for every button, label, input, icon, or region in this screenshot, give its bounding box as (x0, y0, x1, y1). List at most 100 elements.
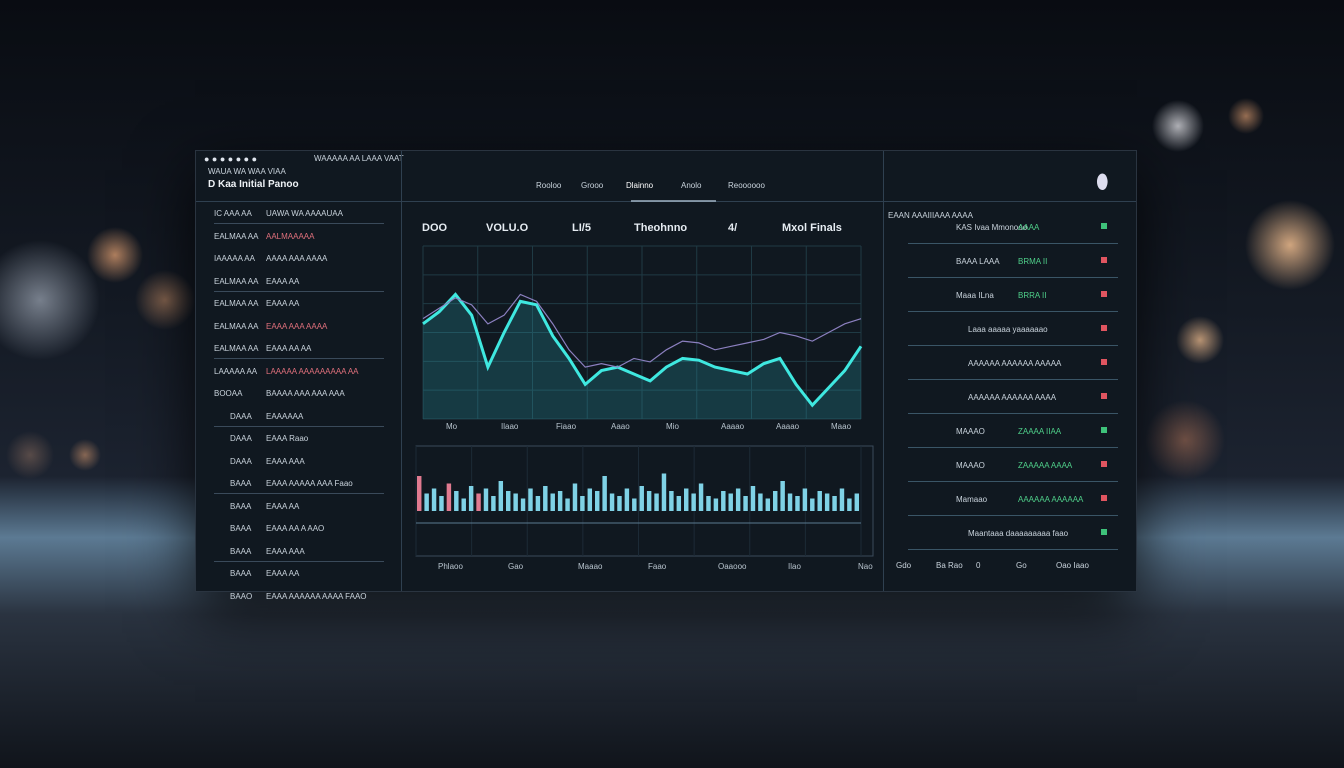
row-label: LAAAAA AA (214, 366, 258, 376)
bar (684, 488, 689, 511)
row-value: EAAA AA AA (266, 344, 312, 353)
bar (661, 473, 667, 511)
trend-icon: down (1101, 325, 1107, 331)
row-value: BAAAA AAA AAA AAA (266, 389, 345, 398)
x-tick-label: Mio (666, 422, 679, 431)
bar (632, 498, 637, 511)
trend-icon: up (1101, 427, 1107, 433)
row-label: BAAA (230, 546, 252, 556)
row-value: ZAAAA IIAA (1018, 427, 1062, 436)
bar (676, 496, 682, 511)
bar (817, 491, 822, 511)
trend-icon: down (1101, 257, 1107, 263)
row-divider (214, 493, 384, 494)
bar (602, 476, 607, 511)
row-label: BAAA (230, 524, 252, 533)
row-divider (908, 311, 1118, 312)
bar (691, 493, 696, 511)
x-tick-label: Aaao (611, 422, 630, 431)
row-value: EAAA AA A AAO (266, 524, 325, 533)
line-series (422, 292, 863, 408)
row-value: AALMAAAAA (266, 231, 315, 241)
bar (468, 486, 474, 511)
row-label: EALMAA AA (214, 299, 259, 308)
row-value: EAAA AAA (266, 456, 305, 466)
line-series (422, 293, 862, 368)
row-value: EAAA AA (266, 501, 300, 511)
bar (646, 491, 652, 511)
row-divider (908, 243, 1118, 244)
row-value: BRRA II (1018, 291, 1047, 300)
bar (617, 496, 622, 511)
row-value: EAAA AA (266, 569, 300, 578)
footer-item: Go (1016, 561, 1027, 570)
bar (476, 493, 481, 511)
x-tick-label: Mo (446, 422, 458, 431)
bar (454, 491, 459, 511)
nav-item[interactable]: Grooo (581, 181, 604, 190)
x-tick-label: Fiaao (556, 422, 577, 431)
x-tick-label: Nao (858, 562, 873, 571)
nav-item[interactable]: Rooloo (536, 181, 562, 190)
footer-item: 0 (976, 561, 981, 570)
footer-item: Ba Rao (936, 561, 963, 570)
row-label: IAAAAA AA (214, 254, 255, 263)
trend-icon: up (1101, 529, 1107, 535)
row-value: ZAAAAA AAAA (1018, 461, 1073, 470)
row-value: BRMA II (1018, 257, 1048, 266)
nav-item[interactable]: Dlainno (626, 181, 654, 190)
bar (417, 476, 422, 511)
bar (461, 498, 466, 511)
bar (520, 498, 526, 511)
bar (839, 488, 845, 511)
x-tick-label: Ilaao (501, 422, 519, 431)
x-tick-label: Faao (648, 562, 667, 571)
bar (609, 493, 615, 511)
row-divider (908, 549, 1118, 550)
row-value: EAAA AAA AAAA (266, 321, 328, 331)
bar (802, 488, 808, 511)
row-value: EAAA AAA (266, 546, 305, 556)
bar (513, 493, 518, 511)
x-tick-label: Oaaooo (718, 562, 747, 571)
row-value: AAAAAA AAAAAA (1018, 495, 1084, 504)
row-label: DAAA (230, 456, 252, 466)
row-label: DAAA (230, 411, 252, 421)
row-divider (908, 481, 1118, 482)
row-divider (214, 290, 384, 292)
chart-header-label: LI/5 (572, 222, 591, 234)
nav-item[interactable]: Anolo (681, 181, 702, 190)
bar (550, 493, 555, 511)
row-value: AAAA AAA AAAA (266, 254, 328, 263)
row-divider (908, 413, 1118, 414)
bar (713, 498, 719, 511)
chart-header-label: 4/ (728, 222, 737, 234)
bar (528, 488, 533, 511)
x-tick-label: Phlaoo (438, 562, 463, 571)
bar (491, 496, 496, 511)
right-title: EAAN AAAIIIAAA AAAA (888, 211, 973, 220)
bar (765, 498, 771, 511)
bar (483, 488, 489, 511)
row-value: EAAA Raao (266, 434, 309, 443)
row-value: EAAA AAAAAA AAAA FAAO (266, 591, 367, 601)
bar (750, 486, 756, 511)
row-divider (908, 277, 1118, 278)
bar (498, 481, 504, 511)
nav-item[interactable]: Reoooooo (728, 181, 765, 190)
bar (847, 498, 852, 511)
header-title: D Kaa Initial Panoo (208, 179, 299, 190)
row-label: Mamaao (956, 495, 988, 504)
right-divider (883, 151, 884, 591)
bar (535, 496, 541, 511)
bar (639, 486, 644, 511)
bar (824, 493, 830, 511)
left-divider (401, 151, 402, 591)
row-divider (908, 379, 1118, 380)
row-value: EAAA AA (266, 276, 300, 286)
trend-icon: down (1101, 495, 1107, 501)
x-tick-label: Aaaao (721, 422, 745, 431)
row-label: Maaa ILna (956, 291, 994, 300)
row-label: EALMAA AA (214, 231, 259, 241)
user-icon[interactable]: ⬮ (1096, 171, 1109, 193)
